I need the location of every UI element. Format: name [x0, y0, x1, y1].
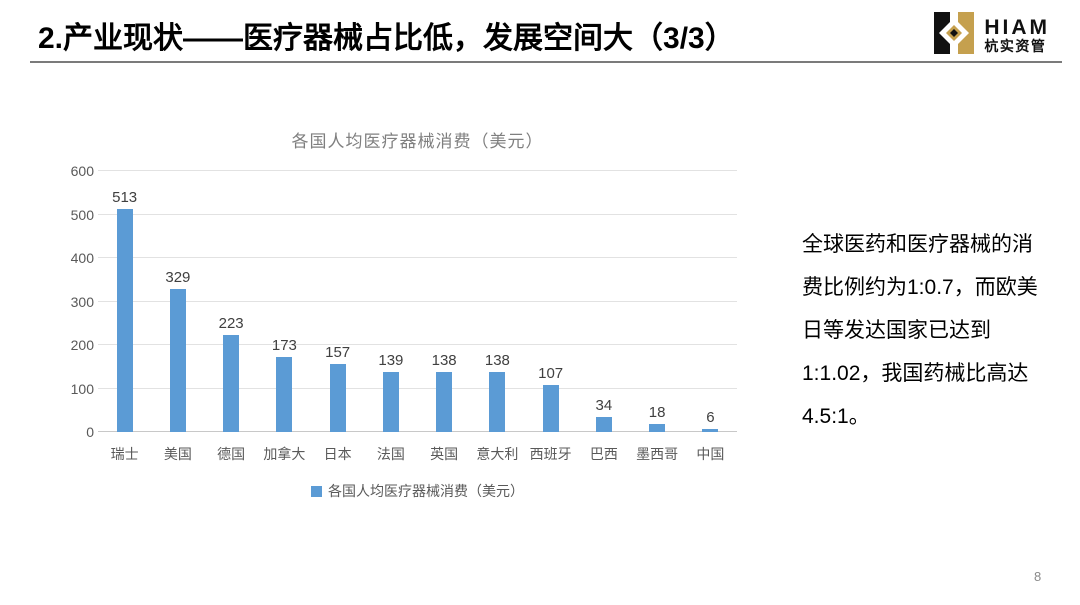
company-logo: HIAM 杭实资管 — [932, 11, 1050, 60]
bar — [542, 385, 559, 432]
x-axis-labels: 瑞士 美国 德国 加拿大 日本 法国 英国 意大利 西班牙 巴西 墨西哥 中国 — [98, 444, 737, 464]
bar — [702, 429, 719, 432]
bars: 513 329 223 173 157 139 138 138 107 34 18 6 — [98, 171, 737, 432]
bar-column: 138 — [471, 171, 524, 432]
bar-column: 138 — [418, 171, 471, 432]
y-axis-tick-label: 100 — [70, 380, 94, 397]
bar-column: 139 — [364, 171, 417, 432]
bar-value-label: 157 — [325, 344, 351, 361]
gridline — [98, 387, 737, 389]
bar-column: 329 — [151, 171, 204, 432]
x-axis-category-label: 巴西 — [589, 446, 618, 462]
bar-value-label: 138 — [484, 352, 510, 369]
bar — [489, 372, 506, 432]
bar — [223, 335, 240, 432]
bar-value-label: 138 — [431, 352, 457, 369]
gridline — [98, 300, 737, 302]
x-axis-category-label: 法国 — [376, 446, 405, 462]
y-axis: 0 100 200 300 400 500 600 — [60, 163, 94, 440]
legend-label: 各国人均医疗器械消费（美元） — [328, 483, 524, 499]
hiam-logo-icon — [932, 11, 976, 60]
y-axis-tick-label: 300 — [70, 293, 94, 310]
y-axis-tick-label: 200 — [70, 337, 94, 353]
gridline — [98, 257, 737, 258]
chart-title: 各国人均医疗器械消费（美元） — [291, 132, 544, 151]
x-axis-category-label: 西班牙 — [529, 446, 572, 462]
bar-column: 223 — [205, 171, 258, 432]
bar — [329, 364, 346, 432]
bar — [595, 417, 612, 432]
bar-value-label: 139 — [378, 352, 404, 369]
bar-column: 18 — [631, 171, 684, 432]
bar — [649, 424, 666, 432]
bar-value-label: 513 — [112, 189, 138, 206]
bar-column: 6 — [684, 171, 737, 432]
x-axis-category-label: 中国 — [696, 446, 725, 462]
bar — [382, 372, 399, 432]
x-axis-category-label: 墨西哥 — [636, 446, 679, 462]
page-title: 2.产业现状——医疗器械占比低，发展空间大（3/3） — [38, 22, 735, 55]
x-axis-category-label: 瑞士 — [110, 446, 139, 462]
bar-value-label: 107 — [538, 365, 564, 382]
y-axis-tick-label: 400 — [70, 250, 94, 266]
gridline — [98, 431, 737, 432]
x-axis-category-label: 德国 — [217, 446, 246, 462]
bar-value-label: 223 — [218, 315, 244, 332]
chart-legend: 各国人均医疗器械消费（美元） — [98, 481, 737, 501]
y-axis-tick-label: 600 — [70, 163, 94, 179]
bar-column: 34 — [577, 171, 630, 432]
header-divider — [30, 61, 1062, 63]
y-axis-tick-label: 0 — [86, 424, 94, 440]
logo-subtitle: 杭实资管 — [984, 38, 1047, 55]
plot-area: 513 329 223 173 157 139 138 138 107 34 18 6 — [98, 170, 737, 432]
bar-column: 173 — [258, 171, 311, 432]
gridline — [98, 170, 737, 171]
x-axis-category-label: 意大利 — [476, 446, 519, 462]
bar — [169, 289, 186, 432]
bar — [436, 372, 453, 432]
bar-column: 513 — [98, 171, 151, 432]
bar-chart: 各国人均医疗器械消费（美元） 0 100 200 300 400 500 600 513 32… — [60, 115, 740, 515]
bar-value-label: 173 — [271, 337, 297, 354]
bar-value-label: 329 — [165, 269, 191, 286]
bar — [116, 209, 133, 432]
x-axis-category-label: 美国 — [163, 446, 192, 462]
bar-value-label: 34 — [595, 397, 613, 414]
gridline — [98, 344, 737, 345]
logo-name: HIAM — [984, 16, 1050, 40]
annotation-text: 全球医药和医疗器械的消费比例约为1:0.7，而欧美日等发达国家已达到1:1.02… — [802, 233, 1038, 428]
page-number: 8 — [1034, 569, 1042, 584]
x-axis-category-label: 英国 — [430, 446, 459, 462]
bar-value-label: 18 — [648, 404, 666, 421]
x-axis-category-label: 日本 — [323, 446, 352, 462]
bar-column: 157 — [311, 171, 364, 432]
bar-column: 107 — [524, 171, 577, 432]
legend-swatch — [311, 485, 322, 497]
bar — [276, 357, 293, 432]
gridline — [98, 213, 737, 215]
x-axis-category-label: 加拿大 — [263, 446, 306, 462]
logo-text: HIAM 杭实资管 — [984, 17, 1050, 54]
bar-value-label: 6 — [706, 409, 715, 426]
y-axis-tick-label: 500 — [70, 206, 94, 223]
